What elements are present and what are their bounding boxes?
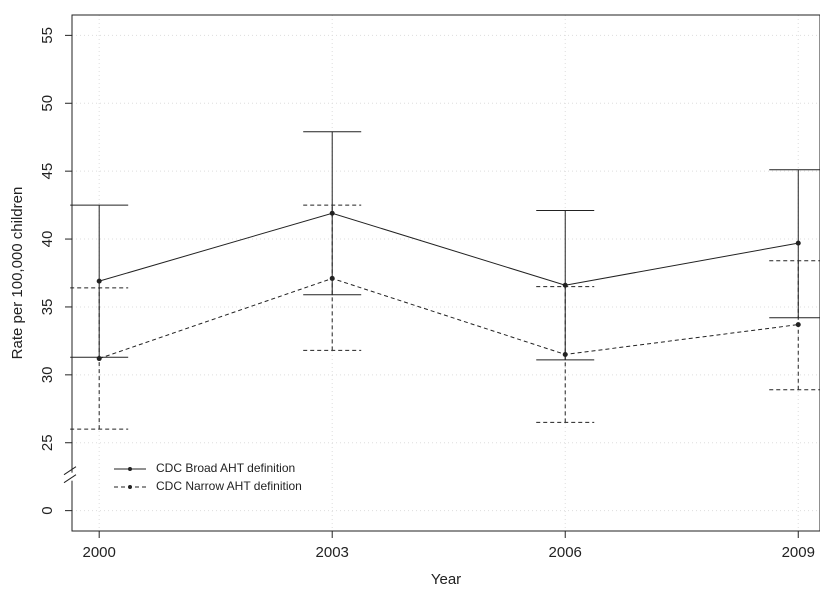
series: [70, 131, 820, 361]
y-tick-label: 50: [39, 95, 56, 112]
point: [329, 210, 335, 216]
legend-marker: [128, 467, 132, 471]
legend-label: CDC Broad AHT definition: [156, 461, 295, 475]
y-axis-label: Rate per 100,000 children: [9, 187, 26, 360]
point: [96, 356, 102, 362]
axis-break: [63, 474, 77, 484]
y-tick-label: 45: [39, 163, 56, 180]
legend-label: CDC Narrow AHT definition: [156, 479, 302, 493]
y-tick-label: 0: [39, 506, 56, 514]
x-tick-label: 2009: [782, 544, 815, 561]
y-tick-label: 25: [39, 434, 56, 451]
point: [562, 351, 568, 357]
axis-break: [63, 466, 77, 476]
x-axis-label: Year: [431, 571, 461, 588]
series-line: [99, 212, 799, 286]
series-line: [99, 277, 799, 360]
y-tick-label: 40: [39, 231, 56, 248]
x-tick-label: 2000: [82, 544, 115, 561]
legend-marker: [128, 485, 132, 489]
y-tick-label: 35: [39, 299, 56, 316]
plot-frame: [71, 14, 820, 532]
point: [795, 322, 801, 328]
y-tick-label: 30: [39, 366, 56, 383]
point: [329, 275, 335, 281]
point: [96, 278, 102, 284]
axis-break-gap: [62, 472, 76, 481]
series: [70, 204, 820, 430]
point: [795, 240, 801, 246]
y-tick-label: 55: [39, 27, 56, 44]
x-tick-label: 2003: [316, 544, 349, 561]
x-tick-label: 2006: [549, 544, 582, 561]
